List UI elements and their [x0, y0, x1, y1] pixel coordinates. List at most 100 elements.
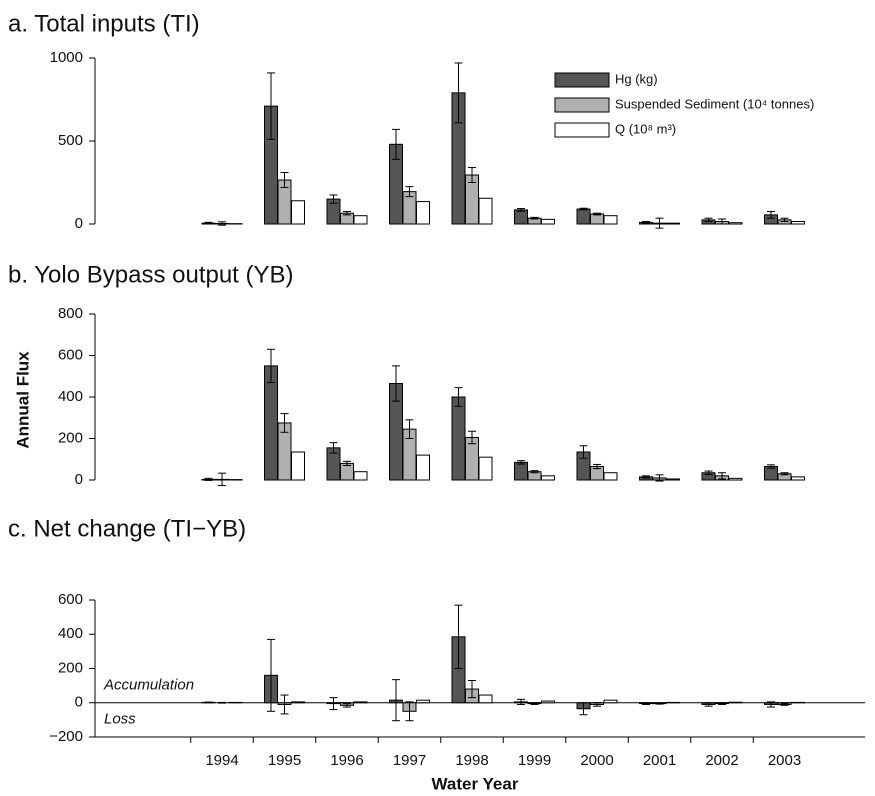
- bar: [353, 701, 368, 704]
- error-bar: [280, 694, 289, 715]
- y-axis-label: Annual Flux: [13, 351, 32, 449]
- error-bar: [392, 128, 400, 160]
- bar: [590, 213, 604, 225]
- error-bar: [704, 217, 713, 223]
- bar: [666, 222, 680, 225]
- bar: [666, 478, 680, 481]
- y-tick-label: −200: [49, 728, 83, 745]
- x-tick-label: 2002: [705, 752, 738, 769]
- error-bar: [329, 194, 338, 204]
- error-bar: [767, 701, 775, 708]
- y-tick-label: 600: [58, 591, 83, 608]
- x-axis-label: Water Year: [432, 774, 519, 793]
- error-bar: [642, 702, 650, 705]
- error-bar: [329, 442, 338, 454]
- error-bar: [343, 460, 351, 466]
- error-bar: [530, 702, 539, 705]
- bar: [541, 218, 555, 225]
- error-bar: [468, 679, 476, 699]
- error-bar: [642, 221, 650, 224]
- error-bar: [267, 638, 275, 712]
- x-tick-label: 2001: [643, 752, 676, 769]
- y-tick-label: 600: [58, 346, 83, 363]
- y-tick-label: 400: [58, 388, 83, 405]
- error-bar: [655, 474, 664, 482]
- bar: [291, 451, 305, 481]
- y-tick-label: 200: [58, 429, 83, 446]
- error-bar: [704, 702, 713, 707]
- panel-title: a. Total inputs (TI): [8, 10, 200, 37]
- error-bar: [780, 703, 789, 706]
- error-bar: [593, 212, 601, 216]
- error-bar: [579, 702, 588, 716]
- x-tick-label: 1997: [393, 752, 426, 769]
- error-bar: [454, 604, 463, 669]
- bar: [514, 461, 528, 481]
- bar: [353, 471, 368, 481]
- legend-swatch: [554, 97, 610, 113]
- error-bar: [517, 208, 525, 212]
- error-bar: [204, 221, 213, 225]
- bar: [451, 396, 466, 481]
- error-bar: [329, 697, 338, 711]
- error-bar: [655, 217, 664, 229]
- bar: [264, 365, 278, 481]
- x-tick-label: 1999: [518, 752, 551, 769]
- bar: [478, 456, 493, 481]
- error-bar: [280, 172, 289, 188]
- bar: [791, 221, 805, 225]
- y-tick-label: 400: [58, 625, 83, 642]
- x-tick-label: 1996: [330, 752, 363, 769]
- error-bar: [642, 475, 650, 479]
- panel-title: c. Net change (TI−YB): [8, 515, 246, 542]
- bar: [416, 699, 430, 704]
- x-tick-label: 2000: [580, 752, 613, 769]
- error-bar: [204, 477, 213, 481]
- error-bar: [593, 702, 601, 707]
- error-bar: [280, 413, 289, 433]
- error-bar: [454, 62, 463, 124]
- bar: [576, 208, 591, 225]
- bar: [541, 700, 555, 704]
- x-tick-label: 1998: [455, 752, 488, 769]
- bar: [416, 454, 430, 481]
- error-bar: [780, 472, 789, 476]
- error-bar: [579, 207, 588, 211]
- y-tick-label: 500: [58, 132, 83, 149]
- bar: [478, 197, 493, 225]
- error-bar: [267, 348, 275, 383]
- annotation: Loss: [104, 711, 136, 728]
- error-bar: [718, 702, 726, 705]
- bar: [514, 209, 528, 225]
- error-bar: [530, 470, 539, 474]
- error-bar: [392, 679, 400, 722]
- x-tick-label: 1995: [268, 752, 301, 769]
- panel-title: b. Yolo Bypass output (YB): [8, 261, 294, 288]
- error-bar: [218, 221, 226, 226]
- error-bar: [704, 470, 713, 475]
- y-tick-label: 200: [58, 659, 83, 676]
- legend-label: Suspended Sediment (10⁴ tonnes): [615, 96, 814, 111]
- legend-swatch: [554, 122, 610, 138]
- error-bar: [593, 463, 601, 470]
- error-bar: [530, 216, 539, 220]
- bar: [416, 201, 430, 225]
- error-bar: [718, 472, 726, 480]
- bar: [603, 472, 618, 481]
- error-bar: [267, 72, 275, 140]
- error-bar: [655, 702, 664, 705]
- error-bar: [468, 167, 476, 183]
- error-bar: [405, 701, 414, 722]
- y-tick-label: 0: [75, 694, 83, 711]
- error-bar: [780, 217, 789, 223]
- error-bar: [343, 211, 351, 216]
- error-bar: [343, 703, 351, 708]
- legend-swatch: [554, 72, 610, 88]
- error-bar: [468, 430, 476, 445]
- error-bar: [579, 445, 588, 459]
- error-bar: [454, 387, 463, 407]
- error-bar: [767, 464, 775, 469]
- x-tick-label: 2003: [768, 752, 801, 769]
- bar: [728, 477, 743, 481]
